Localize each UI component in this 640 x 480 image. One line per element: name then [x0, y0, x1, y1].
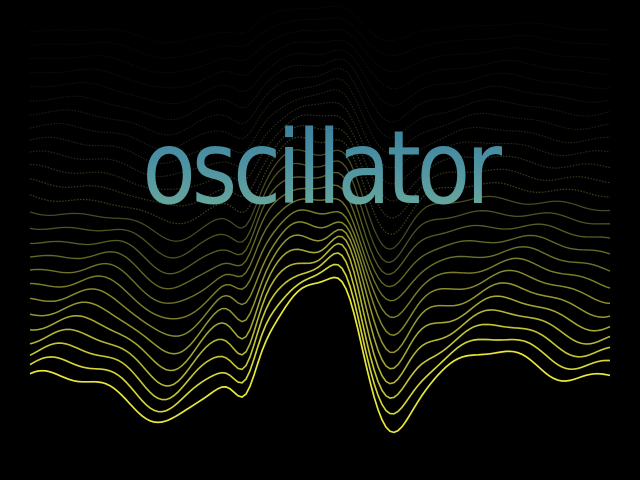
wave-line [29, 124, 611, 219]
wave-line [29, 78, 611, 154]
wave-line [29, 252, 611, 401]
wave-line [29, 136, 611, 235]
wave-line [29, 171, 611, 275]
wave-line [29, 101, 611, 185]
wave-line [29, 221, 611, 337]
wave-line [29, 5, 611, 44]
oscillator-title: oscillator [45, 118, 595, 220]
wave-line [29, 17, 611, 59]
wave-line [29, 229, 611, 355]
wave-line [29, 89, 611, 169]
wave-line [29, 160, 610, 263]
wave-line [29, 276, 611, 434]
wave-line [29, 209, 611, 320]
wave-line [29, 184, 611, 290]
wave-line [29, 28, 611, 74]
wave-line [29, 242, 611, 387]
wave-line [29, 197, 611, 304]
wave-line [29, 49, 611, 107]
wave-line [29, 235, 611, 372]
wave-line [29, 263, 611, 415]
wave-line [30, 58, 611, 123]
wave-line [30, 114, 611, 202]
wave-line [29, 149, 611, 250]
wave-line [30, 39, 610, 90]
